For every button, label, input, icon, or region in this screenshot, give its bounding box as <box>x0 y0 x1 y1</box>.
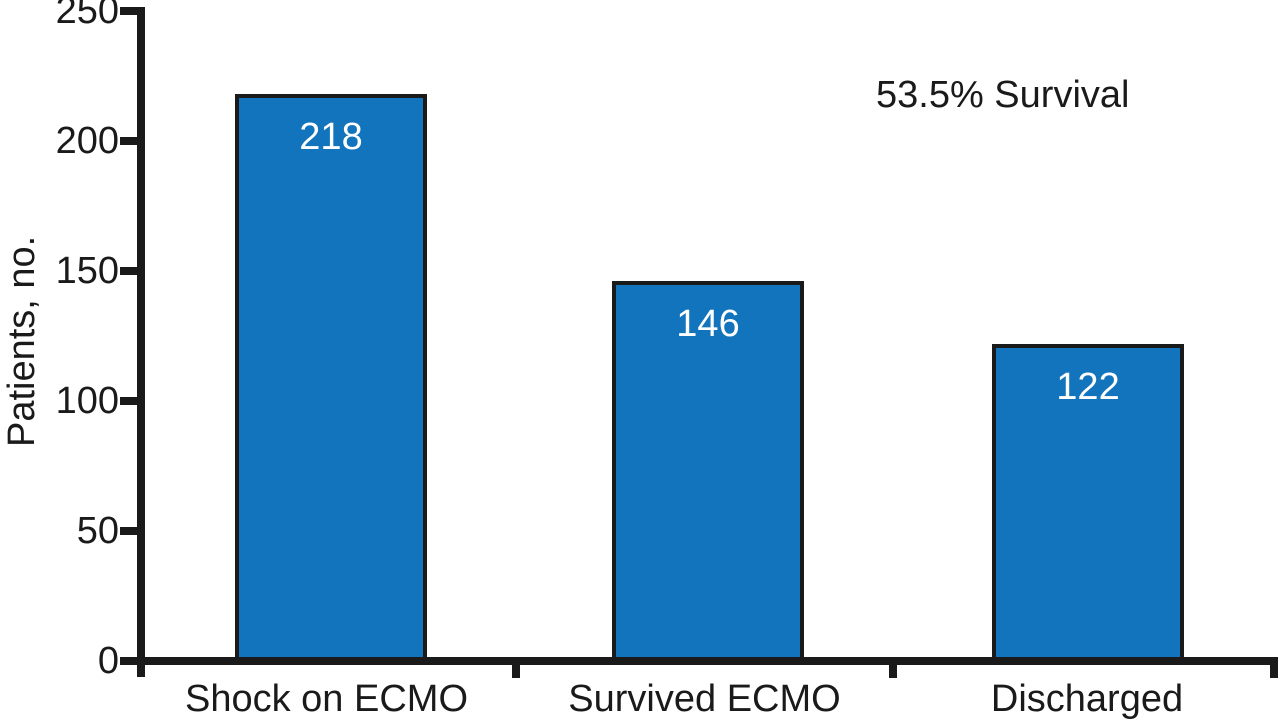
x-tick <box>889 657 897 678</box>
y-tick <box>120 397 138 405</box>
y-tick-label: 250 <box>55 0 119 32</box>
bar-value-label: 122 <box>1056 366 1120 408</box>
y-tick-label: 200 <box>55 120 119 162</box>
y-tick-label: 0 <box>97 640 119 682</box>
y-tick-label: 50 <box>76 510 119 552</box>
x-tick <box>1270 657 1278 678</box>
y-tick <box>120 267 138 275</box>
y-tick <box>120 527 138 535</box>
bar-value-label: 218 <box>299 116 363 158</box>
x-tick <box>512 657 520 678</box>
bar-value-label: 146 <box>676 303 740 345</box>
x-category-label: Discharged <box>990 678 1184 720</box>
survival-annotation: 53.5% Survival <box>876 74 1130 116</box>
x-axis-line <box>137 657 1277 665</box>
x-category-label: Survived ECMO <box>568 678 841 720</box>
bar: 146 <box>612 281 804 657</box>
y-axis-line <box>137 7 145 677</box>
y-tick <box>120 657 138 665</box>
bar: 122 <box>992 344 1184 657</box>
y-tick-label: 150 <box>55 250 119 292</box>
x-category-label: Shock on ECMO <box>185 678 468 720</box>
y-tick-label: 100 <box>55 380 119 422</box>
y-tick <box>120 137 138 145</box>
bar: 218 <box>235 94 427 657</box>
y-tick <box>120 7 138 15</box>
